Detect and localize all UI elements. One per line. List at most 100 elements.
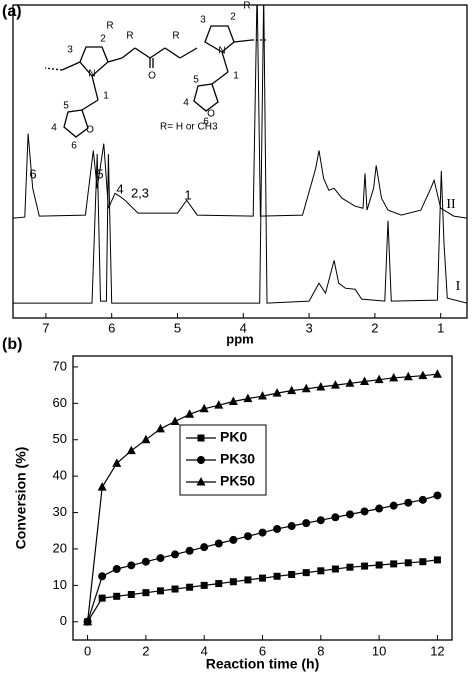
x-tick-label: 2 — [371, 320, 378, 335]
y-tick-label: 70 — [53, 358, 67, 373]
x-tick-label: 8 — [317, 643, 324, 658]
structure-label: R — [243, 1, 250, 12]
marker — [199, 403, 209, 413]
marker — [214, 400, 224, 409]
x-tick-label: 0 — [84, 643, 91, 658]
marker — [331, 565, 339, 573]
peak-label: 1 — [184, 187, 191, 202]
marker — [287, 385, 297, 395]
structure-label: 2 — [230, 12, 236, 23]
marker — [214, 539, 223, 548]
x-tick-label: 1 — [437, 320, 444, 335]
structure-label: 6 — [71, 141, 77, 152]
structure-label: 6 — [203, 117, 209, 128]
marker — [197, 456, 205, 464]
x-axis-label: ppm — [226, 331, 253, 346]
marker — [83, 616, 93, 626]
marker — [330, 380, 340, 389]
marker — [141, 434, 151, 444]
marker — [273, 572, 281, 580]
marker — [360, 376, 370, 385]
peak-label: 6 — [29, 166, 36, 181]
marker — [316, 381, 326, 391]
marker — [156, 587, 164, 595]
x-tick-label: 12 — [430, 643, 444, 658]
legend-label: PK30 — [220, 451, 255, 467]
x-tick-label: 10 — [372, 643, 386, 658]
marker — [244, 576, 252, 584]
series-line — [87, 494, 438, 622]
structure-label: O — [86, 125, 94, 136]
peak-label: 2,3 — [131, 185, 149, 200]
structure-label: 4 — [51, 123, 57, 134]
legend-label: PK0 — [220, 429, 247, 445]
peak-label: 4 — [116, 181, 123, 196]
marker — [196, 477, 206, 486]
x-tick-label: 4 — [240, 320, 247, 335]
marker — [170, 416, 180, 426]
marker — [433, 491, 442, 500]
marker — [345, 378, 355, 387]
x-axis-label: Reaction time (h) — [206, 656, 320, 672]
marker — [112, 565, 121, 573]
marker — [418, 495, 427, 504]
x-tick-label: 6 — [108, 320, 115, 335]
marker — [419, 558, 427, 566]
marker — [302, 569, 310, 577]
marker — [361, 562, 369, 570]
marker — [156, 554, 165, 563]
structure-label: R — [106, 21, 113, 32]
marker — [113, 592, 121, 600]
marker — [259, 574, 266, 582]
panel-label: (a) — [2, 3, 22, 20]
marker — [171, 585, 179, 593]
trace-label: II — [446, 197, 456, 212]
marker — [200, 581, 208, 589]
series-line — [87, 373, 438, 622]
trace-label: I — [456, 279, 461, 294]
marker — [186, 583, 194, 591]
structure-label: 2 — [100, 34, 106, 45]
structure-label: R= H or CH3 — [160, 122, 218, 133]
marker — [433, 556, 441, 564]
marker — [142, 589, 150, 597]
marker — [360, 507, 369, 516]
marker — [112, 458, 122, 467]
marker — [200, 543, 209, 552]
marker — [141, 557, 150, 566]
marker — [316, 516, 325, 525]
marker — [288, 570, 296, 578]
structure-label: 5 — [193, 75, 199, 86]
marker — [404, 559, 412, 567]
marker — [229, 578, 237, 586]
plot-area — [13, 5, 467, 304]
structure-label: O — [207, 109, 215, 120]
marker — [389, 372, 399, 382]
marker — [98, 572, 107, 581]
marker — [98, 594, 106, 602]
frame — [12, 4, 468, 319]
marker — [404, 498, 413, 507]
marker — [345, 510, 354, 519]
marker — [287, 522, 296, 531]
y-axis-label: Conversion (%) — [13, 447, 29, 550]
marker — [258, 391, 267, 400]
y-tick-label: 50 — [53, 431, 67, 446]
marker — [301, 383, 311, 393]
marker — [317, 567, 325, 575]
marker — [390, 560, 398, 568]
structure-label: 1 — [103, 91, 109, 102]
marker — [127, 590, 135, 598]
peak-label: 5 — [96, 166, 103, 181]
marker — [185, 546, 194, 555]
structure-label: N — [88, 69, 95, 80]
marker — [403, 371, 413, 381]
marker — [374, 374, 384, 384]
marker — [155, 423, 165, 433]
marker — [215, 580, 223, 588]
structure-label: O — [148, 71, 156, 82]
marker — [346, 563, 354, 571]
marker — [331, 513, 340, 522]
legend: PK0 PK30 PK50 — [179, 424, 267, 496]
